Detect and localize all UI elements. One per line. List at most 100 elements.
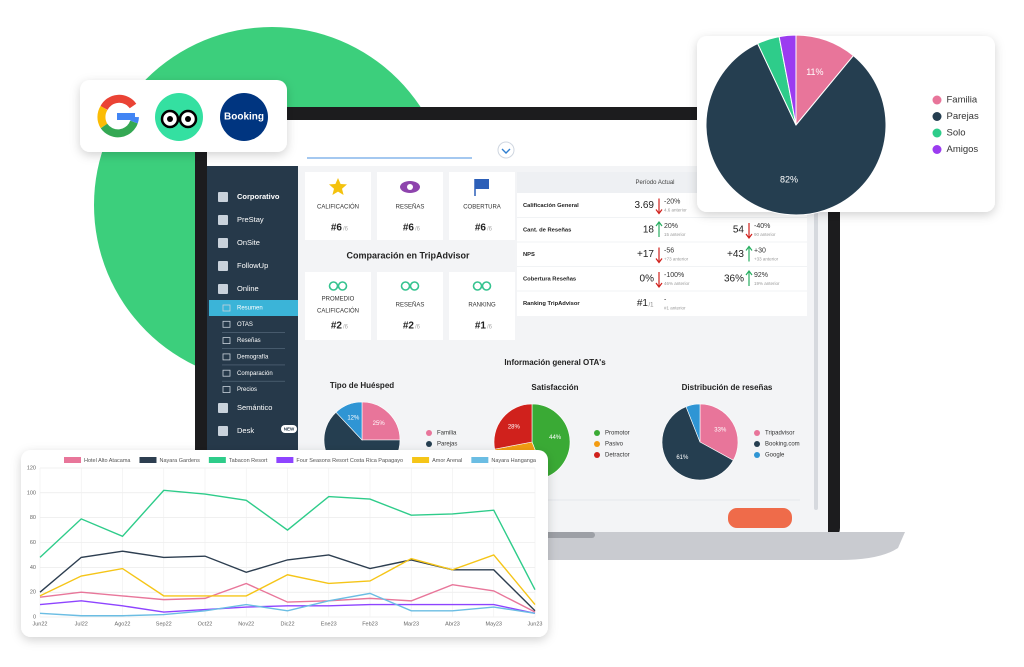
sidebar-icon [218,426,228,436]
dropdown-button[interactable] [497,141,515,159]
legend-swatch [426,430,432,436]
sidebar-item[interactable]: PreStay [237,215,264,224]
legend-label: Promotor [605,431,630,437]
legend-swatch [594,441,600,447]
sidebar-subitem[interactable]: Demografía [237,354,269,360]
rank-value: #6 [475,223,487,234]
rank-card-label: CALIFICACIÓN [317,308,359,315]
table-prev: 19% anterior [754,281,780,286]
chart-title: Tipo de Huésped [330,381,394,390]
icon-flag [475,179,489,189]
sidebar-icon [218,215,228,225]
sidebar-subitem[interactable]: Comparación [237,371,273,377]
action-button[interactable] [728,508,792,528]
x-tick-label: Mar23 [403,621,419,627]
legend-label: Nayara Hanganga [491,458,537,464]
sidebar-item[interactable]: Corporativo [237,192,280,201]
rank-card-label: CALIFICACIÓN [317,204,359,211]
sidebar-subitem[interactable]: Precios [237,387,257,393]
rank-card [377,272,443,340]
sidebar-subicon [222,337,231,345]
rank-value: #2 [403,321,415,332]
y-tick-label: 0 [33,614,36,620]
legend-swatch [754,441,760,447]
legend-swatch [754,452,760,458]
x-tick-label: Ago22 [115,621,131,627]
sidebar-subicon [222,369,231,377]
legend-swatch [276,457,294,463]
x-tick-label: Nov22 [238,621,254,627]
legend-label: Amor Arenal [432,458,462,464]
sidebar-subitem[interactable]: Resumen [237,306,263,312]
sidebar-subicon [222,386,231,393]
sidebar-icon [218,192,228,202]
pie-slice [661,406,734,481]
table-change: -40% [754,223,770,230]
tripadvisor-pupil [167,116,173,122]
table-change: -20% [664,198,680,205]
table-prev: +33 anterior [754,257,779,262]
booking-text: Booking [224,112,264,123]
pie-slice [778,34,797,126]
y-tick-label: 40 [30,565,36,571]
x-tick-label: Jun23 [528,621,543,627]
legend-label: Pasivo [605,442,624,448]
x-tick-label: Sep22 [156,621,172,627]
trend-arrow-head [745,233,753,239]
legend-swatch [932,145,942,154]
series-line [39,600,536,614]
rank-card-label: RESEÑAS [396,302,425,309]
table-row-label: Cant. de Reseñas [523,228,571,234]
sidebar-icon [218,284,228,294]
sidebar-item[interactable]: Online [237,284,259,293]
rank-card [449,272,515,340]
trend-arrow-head [655,221,663,227]
icon-owl [409,281,420,291]
trend-arrow-head [655,258,663,264]
rank-value: #2 [331,321,343,332]
legend-swatch [932,112,942,121]
rank-card-label: RESEÑAS [396,204,425,211]
sidebar-item[interactable]: OnSite [237,238,260,247]
chart-title: Satisfacción [531,383,578,392]
table-row-label: Cobertura Reseñas [523,277,576,283]
y-tick-label: 120 [27,465,36,471]
x-tick-label: Ene23 [321,621,337,627]
legend-label: Parejas [437,442,457,448]
table-prev: 4.6 anterior [664,208,687,213]
legend-label: Four Seasons Resort Costa Rica Papagayo [296,458,403,464]
sidebar-subitem[interactable]: OTAS [237,322,253,328]
section-title: Información general OTA's [504,358,606,367]
sidebar-item[interactable]: FollowUp [237,261,268,270]
trend-arrow-head [655,209,663,215]
table-row-label: Calificación General [523,203,579,209]
rank-of: /6 [343,325,349,331]
table-value: 36% [724,274,744,285]
series-line [39,489,536,591]
scrollbar [814,170,818,510]
sidebar-item[interactable]: Semántico [237,403,272,412]
google-logo [97,105,108,129]
pie-slice [699,403,739,461]
sidebar-subitem[interactable]: Reseñas [237,338,261,344]
table-change: -100% [664,272,684,279]
table-value-of: /1 [649,303,655,309]
legend-swatch [754,430,760,436]
table-change: 92% [754,272,768,279]
rank-of: /6 [415,325,421,331]
section-title: Comparación en TripAdvisor [346,250,470,260]
legend-label: Tripadvisor [765,431,794,437]
legend-label: Booking.com [765,442,800,448]
table-change: - [664,296,667,303]
icon-owl [328,281,339,291]
icon-owl [472,281,483,291]
table-value: #1 [637,298,649,309]
legend-swatch [426,441,432,447]
sidebar-item[interactable]: Desk [237,426,254,435]
data-label: 25% [373,421,386,427]
x-tick-label: Feb23 [362,621,378,627]
sidebar-active [209,300,298,316]
y-tick-label: 20 [30,590,36,596]
badge: NEW [284,427,295,432]
sidebar-subicon [222,353,231,361]
